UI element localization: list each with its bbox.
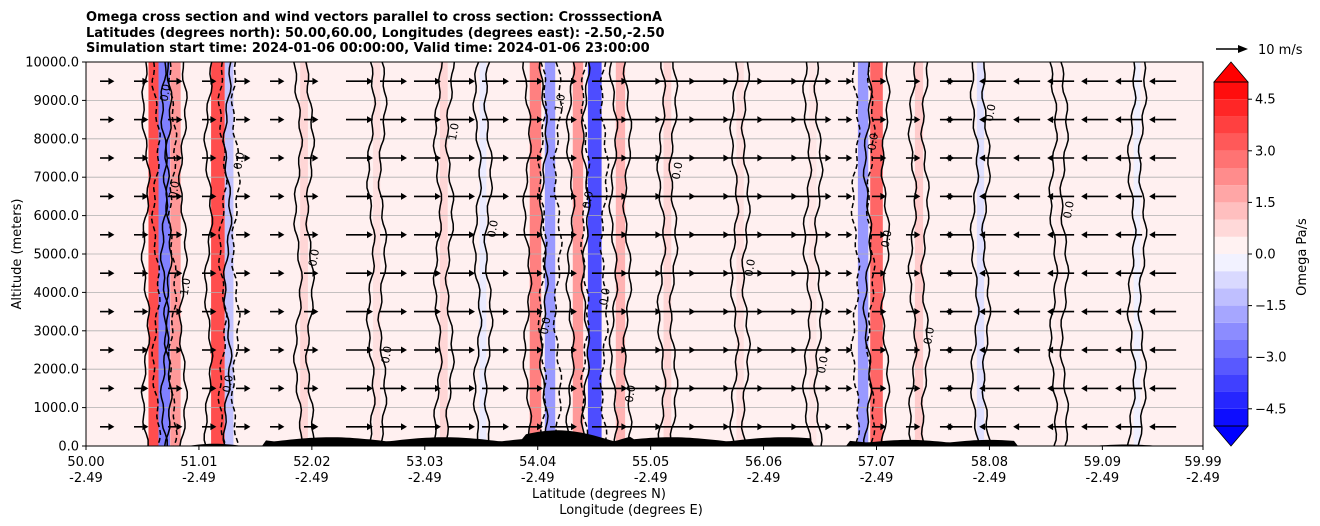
colorbar-segment [1214,237,1248,254]
x-tick-label-lon: -2.49 [634,471,668,486]
colorbar-segment [1214,99,1248,116]
x-tick-label-lat: 52.02 [293,455,330,470]
colorbar-segment [1214,185,1248,202]
quiver-key-arrow-head [1238,45,1248,53]
colorbar-tick-label: −1.5 [1255,299,1287,314]
y-tick-label: 10000.0 [25,56,79,71]
x-tick-label-lat: 56.06 [745,455,782,470]
colorbar: 4.5 3.0 1.5 0.0 −1.5 −3.0 −4.5 [1214,62,1287,446]
y-tick-label: 0.0 [58,440,79,455]
y-tick-label: 3000.0 [34,324,80,339]
colorbar-segment [1214,392,1248,409]
colorbar-segment [1214,340,1248,357]
chart-title-line-2: Latitudes (degrees north): 50.00,60.00, … [86,26,665,41]
colorbar-segment [1214,168,1248,185]
colorbar-tick-label: 3.0 [1255,144,1276,159]
colorbar-segment [1214,409,1248,426]
colorbar-tick-label: 0.0 [1255,248,1276,263]
x-tick-label-lon: -2.49 [521,471,555,486]
x-tick-label-lon: -2.49 [973,471,1007,486]
x-tick-label-lat: 54.04 [519,455,556,470]
x-tick-label-lat: 55.05 [632,455,669,470]
x-tick-label-lat: 59.99 [1184,455,1221,470]
colorbar-tick-label: 4.5 [1255,93,1276,108]
x-tick-label-lat: 59.09 [1084,455,1121,470]
colorbar-label: Omega Pa/s [1295,218,1310,296]
y-tick-label: 6000.0 [34,209,80,224]
colorbar-segment [1214,357,1248,374]
colorbar-segment [1214,306,1248,323]
colorbar-segment [1214,288,1248,305]
y-tick-label: 1000.0 [34,401,80,416]
y-axis: 0.0 1000.0 2000.0 3000.0 4000.0 5000.0 6000.0 7… [25,56,86,455]
colorbar-segment [1214,271,1248,288]
colorbar-segment [1214,134,1248,151]
colorbar-extend-top [1214,62,1248,82]
y-tick-label: 9000.0 [34,94,80,109]
x-tick-label-lon: -2.49 [1086,471,1120,486]
x-tick-label-lat: 51.01 [180,455,217,470]
colorbar-extend-bottom [1214,426,1248,446]
x-tick-label-lat: 58.08 [971,455,1008,470]
x-axis-label-lon: Longitude (degrees E) [559,503,703,518]
colorbar-segment [1214,151,1248,168]
chart-title-line-3: Simulation start time: 2024-01-06 00:00:… [86,41,650,56]
colorbar-segment [1214,323,1248,340]
x-axis: 50.00-2.4951.01-2.4952.02-2.4953.03-2.49… [67,446,1221,486]
x-tick-label-lat: 50.00 [67,455,104,470]
y-tick-label: 4000.0 [34,286,80,301]
x-tick-label-lon: -2.49 [747,471,781,486]
x-tick-label-lon: -2.49 [860,471,894,486]
x-tick-label-lon: -2.49 [295,471,329,486]
chart-title-line-1: Omega cross section and wind vectors par… [86,10,662,25]
colorbar-segment [1214,374,1248,391]
y-tick-label: 5000.0 [34,248,80,263]
colorbar-tick-label: −4.5 [1255,402,1287,417]
x-tick-label-lon: -2.49 [69,471,103,486]
y-tick-label: 2000.0 [34,363,80,378]
y-tick-label: 8000.0 [34,132,80,147]
colorbar-segment [1214,82,1248,99]
colorbar-segment [1214,220,1248,237]
x-tick-label-lon: -2.49 [1186,471,1220,486]
y-tick-label: 7000.0 [34,171,80,186]
y-axis-label: Altitude (meters) [10,199,25,310]
plot-area [86,62,1203,446]
colorbar-segment [1214,202,1248,219]
colorbar-tick-label: 1.5 [1255,196,1276,211]
x-tick-label-lon: -2.49 [408,471,442,486]
colorbar-tick-label: −3.0 [1255,351,1287,366]
quiver-key-label: 10 m/s [1258,43,1303,58]
x-tick-label-lat: 53.03 [406,455,443,470]
colorbar-segment [1214,254,1248,271]
quiver-key: 10 m/s [1216,43,1303,58]
x-tick-label-lat: 57.07 [858,455,895,470]
x-axis-label-lat: Latitude (degrees N) [532,487,666,502]
figure: Omega cross section and wind vectors par… [0,0,1320,526]
x-tick-label-lon: -2.49 [182,471,216,486]
colorbar-segment [1214,116,1248,133]
